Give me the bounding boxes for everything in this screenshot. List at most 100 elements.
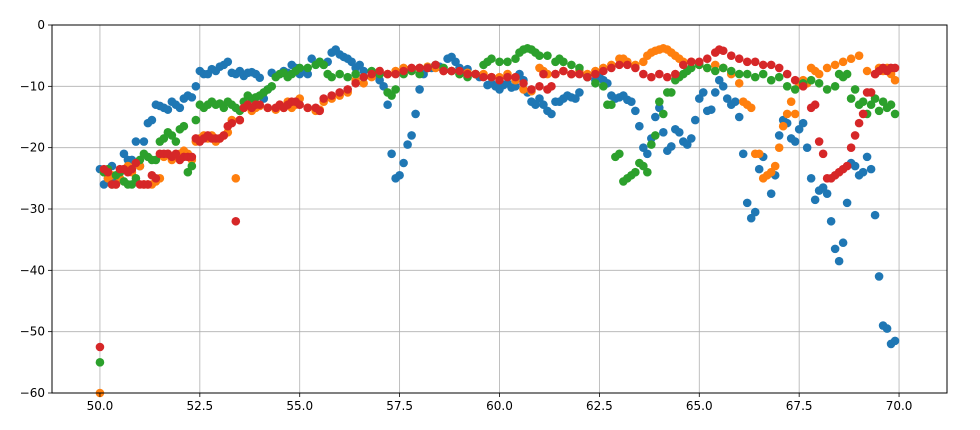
data-point: [794, 124, 804, 134]
data-point: [255, 73, 265, 83]
data-point: [415, 63, 424, 73]
data-point: [734, 112, 744, 122]
data-point: [607, 63, 616, 73]
data-point: [163, 105, 173, 114]
data-point: [583, 72, 592, 82]
data-point: [359, 72, 368, 82]
data-point: [99, 180, 109, 189]
data-point: [734, 78, 744, 88]
data-point: [227, 118, 237, 128]
data-point: [391, 69, 400, 79]
data-point: [119, 149, 129, 159]
data-point: [722, 94, 732, 103]
y-tick-label: −20: [20, 141, 45, 155]
data-point: [890, 63, 900, 73]
data-point: [151, 174, 161, 183]
x-tick-label: 57.5: [386, 399, 413, 413]
data-point: [663, 72, 672, 82]
data-point: [631, 63, 640, 73]
data-point: [686, 134, 696, 143]
data-point: [351, 69, 360, 79]
data-point: [766, 60, 776, 70]
data-point: [295, 63, 305, 73]
data-point: [878, 97, 888, 106]
data-point: [219, 131, 229, 140]
data-point: [547, 109, 556, 119]
x-tick-label: 62.5: [586, 399, 613, 413]
data-point: [187, 93, 197, 102]
data-point: [383, 69, 392, 79]
data-point: [375, 66, 384, 76]
data-point: [647, 72, 656, 82]
data-point: [103, 167, 113, 177]
data-point: [447, 66, 456, 76]
data-point: [639, 57, 648, 67]
data-point: [127, 164, 137, 174]
data-point: [175, 103, 185, 113]
data-point: [874, 106, 884, 116]
x-tick-label: 65.0: [686, 399, 713, 413]
data-point: [842, 198, 852, 208]
data-point: [223, 57, 233, 67]
data-point: [359, 78, 368, 88]
data-point: [167, 131, 177, 140]
data-point: [822, 85, 832, 94]
data-point: [818, 149, 828, 159]
data-point: [830, 82, 840, 91]
data-point: [399, 66, 408, 76]
data-point: [702, 63, 712, 73]
data-point: [810, 100, 820, 110]
data-point: [698, 88, 708, 97]
data-point: [766, 75, 776, 85]
data-point: [651, 112, 660, 122]
data-point: [159, 134, 169, 143]
data-point: [407, 63, 416, 73]
data-point: [343, 85, 352, 94]
data-point: [647, 140, 656, 149]
data-point: [790, 85, 800, 94]
data-point: [403, 140, 412, 149]
data-point: [862, 152, 872, 162]
y-tick-label: −10: [20, 79, 45, 93]
y-tick-label: −40: [20, 263, 45, 277]
data-point: [599, 82, 608, 91]
data-point: [375, 75, 384, 85]
data-point: [858, 167, 868, 177]
data-point: [143, 180, 153, 189]
data-point: [327, 72, 336, 82]
data-point: [890, 336, 900, 346]
data-point: [191, 82, 201, 91]
data-point: [527, 85, 536, 94]
data-point: [782, 109, 792, 119]
data-point: [655, 97, 664, 106]
data-point: [495, 57, 504, 67]
data-point: [623, 60, 632, 70]
data-point: [559, 66, 568, 76]
data-point: [303, 103, 313, 113]
data-point: [263, 103, 273, 113]
data-point: [639, 161, 648, 171]
data-point: [858, 97, 868, 106]
data-point: [111, 180, 121, 189]
data-point: [850, 85, 860, 94]
data-point: [303, 69, 313, 79]
data-point: [846, 94, 856, 103]
data-point: [519, 85, 528, 94]
data-point: [734, 69, 744, 79]
data-point: [335, 88, 344, 97]
x-axis: 50.0 52.5 55.0 57.5 60.0 62.5 65.0 67.5 70.0: [87, 393, 912, 413]
data-point: [187, 161, 197, 171]
data-point: [255, 100, 265, 110]
data-point: [179, 121, 189, 131]
data-point: [706, 105, 716, 114]
data-point: [631, 106, 640, 116]
data-point: [866, 164, 876, 174]
data-point: [503, 57, 512, 67]
data-point: [806, 75, 816, 85]
data-point: [846, 143, 856, 152]
data-point: [846, 54, 856, 64]
data-point: [231, 174, 241, 183]
x-tick-label: 60.0: [486, 399, 513, 413]
data-point: [387, 149, 396, 159]
data-point: [139, 137, 149, 146]
